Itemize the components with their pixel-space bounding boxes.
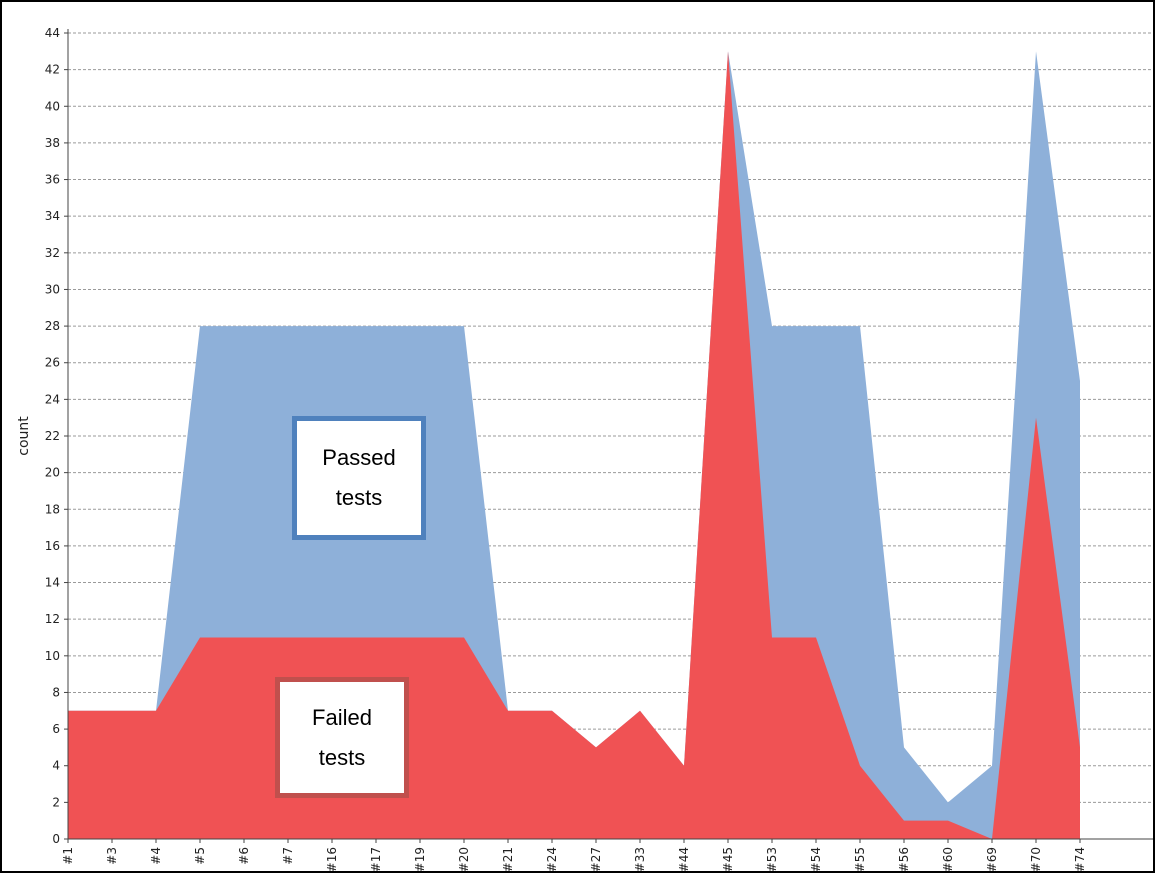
y-tick-label: 18 xyxy=(45,502,60,516)
y-tick-label: 8 xyxy=(52,685,60,699)
x-tick-label: #5 xyxy=(193,847,207,865)
x-tick-label: #16 xyxy=(325,847,339,871)
y-tick-label: 6 xyxy=(52,722,60,736)
x-tick-label: #60 xyxy=(941,847,955,871)
passed-callout-line2: tests xyxy=(335,485,383,510)
passed-tests-callout: Passed tests xyxy=(292,416,426,540)
y-tick-label: 0 xyxy=(52,832,60,846)
failed-tests-area xyxy=(68,51,1080,839)
x-tick-label: #1 xyxy=(61,847,75,865)
y-tick-label: 24 xyxy=(45,392,60,406)
y-tick-label: 12 xyxy=(45,612,60,626)
x-tick-label: #27 xyxy=(589,847,603,871)
x-tick-label: #20 xyxy=(457,847,471,871)
y-tick-label: 2 xyxy=(52,795,60,809)
y-tick-label: 16 xyxy=(45,539,60,553)
y-tick-label: 10 xyxy=(45,649,60,663)
y-tick-label: 20 xyxy=(45,466,60,480)
x-tick-label: #3 xyxy=(105,847,119,865)
y-tick-label: 42 xyxy=(45,63,60,77)
y-tick-label: 22 xyxy=(45,429,60,443)
y-tick-label: 32 xyxy=(45,246,60,260)
x-tick-label: #56 xyxy=(897,847,911,871)
y-tick-label: 4 xyxy=(52,759,60,773)
failed-tests-callout: Failed tests xyxy=(275,677,409,798)
x-tick-label: #19 xyxy=(413,847,427,871)
y-tick-label: 36 xyxy=(45,173,60,187)
y-tick-label: 40 xyxy=(45,99,60,113)
x-tick-label: #17 xyxy=(369,847,383,871)
x-tick-label: #54 xyxy=(809,847,823,871)
x-tick-label: #7 xyxy=(281,847,295,865)
x-tick-label: #69 xyxy=(985,847,999,871)
y-tick-label: 38 xyxy=(45,136,60,150)
x-tick-label: #70 xyxy=(1029,847,1043,871)
y-tick-label: 30 xyxy=(45,282,60,296)
y-tick-label: 34 xyxy=(45,209,60,223)
x-tick-label: #53 xyxy=(765,847,779,871)
failed-callout-line2: tests xyxy=(318,744,366,770)
x-tick-label: #74 xyxy=(1073,847,1087,871)
x-tick-label: #4 xyxy=(149,847,163,865)
x-tick-label: #33 xyxy=(633,847,647,871)
x-tick-label: #44 xyxy=(677,847,691,871)
y-tick-label: 28 xyxy=(45,319,60,333)
y-axis-label: count xyxy=(16,416,32,456)
y-tick-label: 26 xyxy=(45,356,60,370)
x-tick-label: #24 xyxy=(545,847,559,871)
y-tick-label: 44 xyxy=(45,26,60,40)
x-tick-label: #45 xyxy=(721,847,735,871)
failed-callout-line1: Failed xyxy=(312,704,372,730)
x-tick-label: #6 xyxy=(237,847,251,865)
passed-callout-line1: Passed xyxy=(322,445,396,470)
y-tick-label: 14 xyxy=(45,576,60,590)
x-tick-label: #21 xyxy=(501,847,515,871)
x-tick-label: #55 xyxy=(853,847,867,871)
